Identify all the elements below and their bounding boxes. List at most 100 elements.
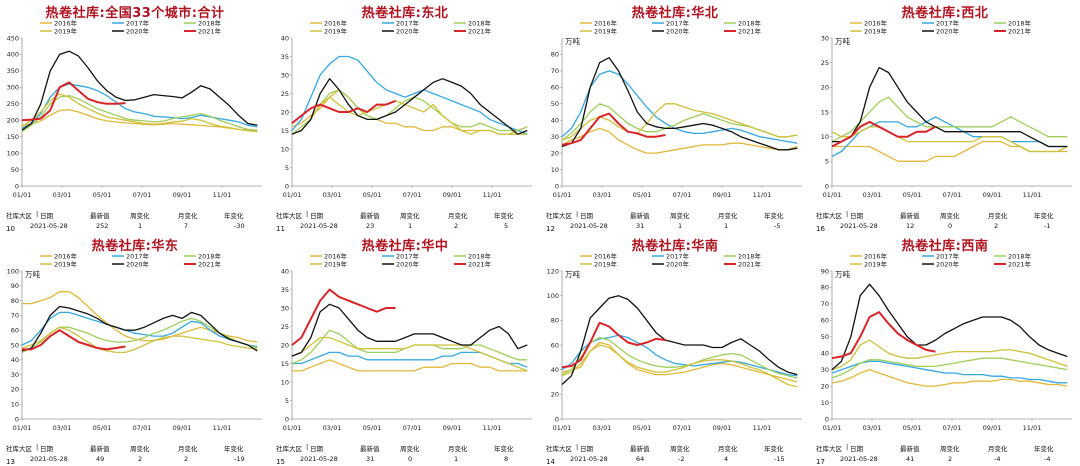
x-tick-label: 09/01 — [983, 424, 1002, 432]
legend-label: 2017年 — [936, 18, 960, 27]
x-tick-label: 03/01 — [53, 191, 72, 199]
x-tick-label: 11/01 — [1023, 191, 1042, 199]
series-line — [561, 112, 666, 146]
series-line — [831, 120, 936, 148]
y-tick-label: 80 — [551, 317, 559, 325]
y-tick-label: 60 — [821, 317, 829, 325]
y-tick-label: 10 — [821, 133, 829, 141]
legend-label: 2017年 — [396, 251, 420, 260]
x-tick-label: 11/01 — [753, 424, 772, 432]
y-tick-label: 300 — [7, 84, 19, 92]
y-tick-label: 10 — [11, 401, 19, 409]
unit-label: 万吨 — [25, 269, 40, 279]
footer-week-label: 周变化 — [130, 445, 150, 453]
series-line — [291, 96, 528, 135]
footer-area-label: 社库大区 — [6, 445, 32, 453]
x-tick-label: 07/01 — [673, 424, 692, 432]
footer-separator: | — [576, 210, 579, 218]
panel-number: 11 — [276, 225, 285, 233]
x-tick-label: 01/01 — [283, 191, 302, 199]
footer-date-label: 日期 — [310, 212, 323, 220]
legend-label: 2019年 — [54, 259, 78, 268]
legend-label: 2019年 — [864, 26, 888, 35]
series-line — [291, 288, 396, 346]
footer-week-value: 1 — [138, 222, 143, 230]
footer-date-label: 日期 — [40, 445, 53, 453]
y-tick-label: 30 — [821, 34, 829, 42]
x-tick-label: 09/01 — [443, 191, 462, 199]
footer-month-value: 4 — [724, 455, 729, 463]
series-line — [561, 341, 798, 383]
axis-line — [21, 38, 262, 187]
footer-week-label: 周变化 — [400, 445, 420, 453]
y-tick-label: 0 — [285, 182, 289, 190]
unit-label: 万吨 — [565, 36, 580, 46]
footer-area-label: 社库大区 — [276, 212, 302, 220]
footer-month-value: 1 — [724, 222, 729, 230]
line-chart: 0 5 10 15 20 25 30 35 40 01/01 03/01 05/01 07/01 09/0… — [281, 251, 532, 432]
footer-separator: | — [846, 210, 849, 218]
series-line — [561, 127, 798, 154]
chart-title: 热卷社库:华南 — [631, 239, 719, 254]
y-tick-label: 350 — [7, 67, 19, 75]
y-tick-label: 0 — [15, 182, 19, 190]
y-tick-label: 20 — [821, 382, 829, 390]
footer-date-value: 2021-05-28 — [840, 222, 878, 230]
y-tick-label: 5 — [285, 397, 289, 405]
footer-area-label: 社库大区 — [546, 445, 572, 453]
footer-separator: | — [306, 443, 309, 451]
footer-month-label: 月变化 — [718, 212, 738, 220]
series-line — [561, 334, 798, 377]
chart-panel: 热卷社库:全国33个城市:合计 0 50 100 150 200 250 300 350 400 4… — [0, 0, 270, 233]
axis-line — [561, 38, 802, 187]
panel-number: 15 — [276, 458, 285, 466]
y-tick-label: 50 — [821, 333, 829, 341]
y-tick-label: 20 — [551, 149, 559, 157]
footer-year-label: 年变化 — [224, 445, 244, 453]
legend-label: 2021年 — [468, 259, 492, 268]
x-tick-label: 09/01 — [713, 191, 732, 199]
x-tick-label: 09/01 — [983, 191, 1002, 199]
x-tick-label: 03/01 — [593, 424, 612, 432]
series-line — [831, 96, 1068, 143]
footer-week-value: 1 — [678, 222, 683, 230]
legend-label: 2020年 — [936, 259, 960, 268]
series-line — [831, 116, 1068, 157]
x-tick-label: 07/01 — [133, 424, 152, 432]
unit-label: 万吨 — [835, 36, 850, 46]
legend-label: 2017年 — [396, 18, 420, 27]
y-tick-label: 400 — [7, 51, 19, 59]
footer-week-label: 周变化 — [940, 445, 960, 453]
line-chart: 0 10 20 30 40 50 60 70 80 90 万吨 01/01 03/01 05/01 07/0… — [821, 251, 1072, 432]
panel-number: 10 — [6, 225, 15, 233]
footer-month-label: 月变化 — [448, 212, 468, 220]
x-tick-label: 07/01 — [943, 191, 962, 199]
y-tick-label: 200 — [7, 117, 19, 125]
footer-latest-value: 31 — [366, 455, 375, 463]
y-tick-label: 40 — [551, 366, 559, 374]
line-chart: 0 20 40 60 80 100 120 万吨 01/01 03/01 05/01 07/01 09/… — [547, 251, 802, 432]
axis-line — [831, 271, 1072, 420]
x-tick-label: 05/01 — [363, 424, 382, 432]
panel-number: 14 — [546, 458, 555, 466]
x-tick-label: 07/01 — [943, 424, 962, 432]
x-tick-label: 01/01 — [553, 424, 572, 432]
y-tick-label: 20 — [281, 108, 289, 116]
x-tick-label: 01/01 — [283, 424, 302, 432]
y-tick-label: 25 — [821, 59, 829, 67]
y-tick-label: 150 — [7, 133, 19, 141]
footer-month-value: 7 — [184, 222, 189, 230]
footer-week-label: 周变化 — [130, 212, 150, 220]
legend-label: 2018年 — [468, 251, 492, 260]
x-tick-label: 05/01 — [363, 191, 382, 199]
series-line — [21, 50, 258, 131]
footer-week-value: 0 — [408, 455, 413, 463]
chart-panel: 热卷社库:西北 0 5 10 15 20 25 30 万吨 01/01 03/01 05/01 07/0… — [810, 0, 1080, 233]
footer-year-value: -1 — [1044, 222, 1051, 230]
footer-latest-value: 23 — [366, 222, 375, 230]
footer-week-value: -2 — [678, 455, 685, 463]
legend-label: 2020年 — [126, 26, 150, 35]
x-tick-label: 01/01 — [553, 191, 572, 199]
chart-panel: 热卷社库:华南 0 20 40 60 80 100 120 万吨 01/01 03/01 05/01 0… — [540, 233, 810, 466]
y-tick-label: 15 — [281, 360, 289, 368]
